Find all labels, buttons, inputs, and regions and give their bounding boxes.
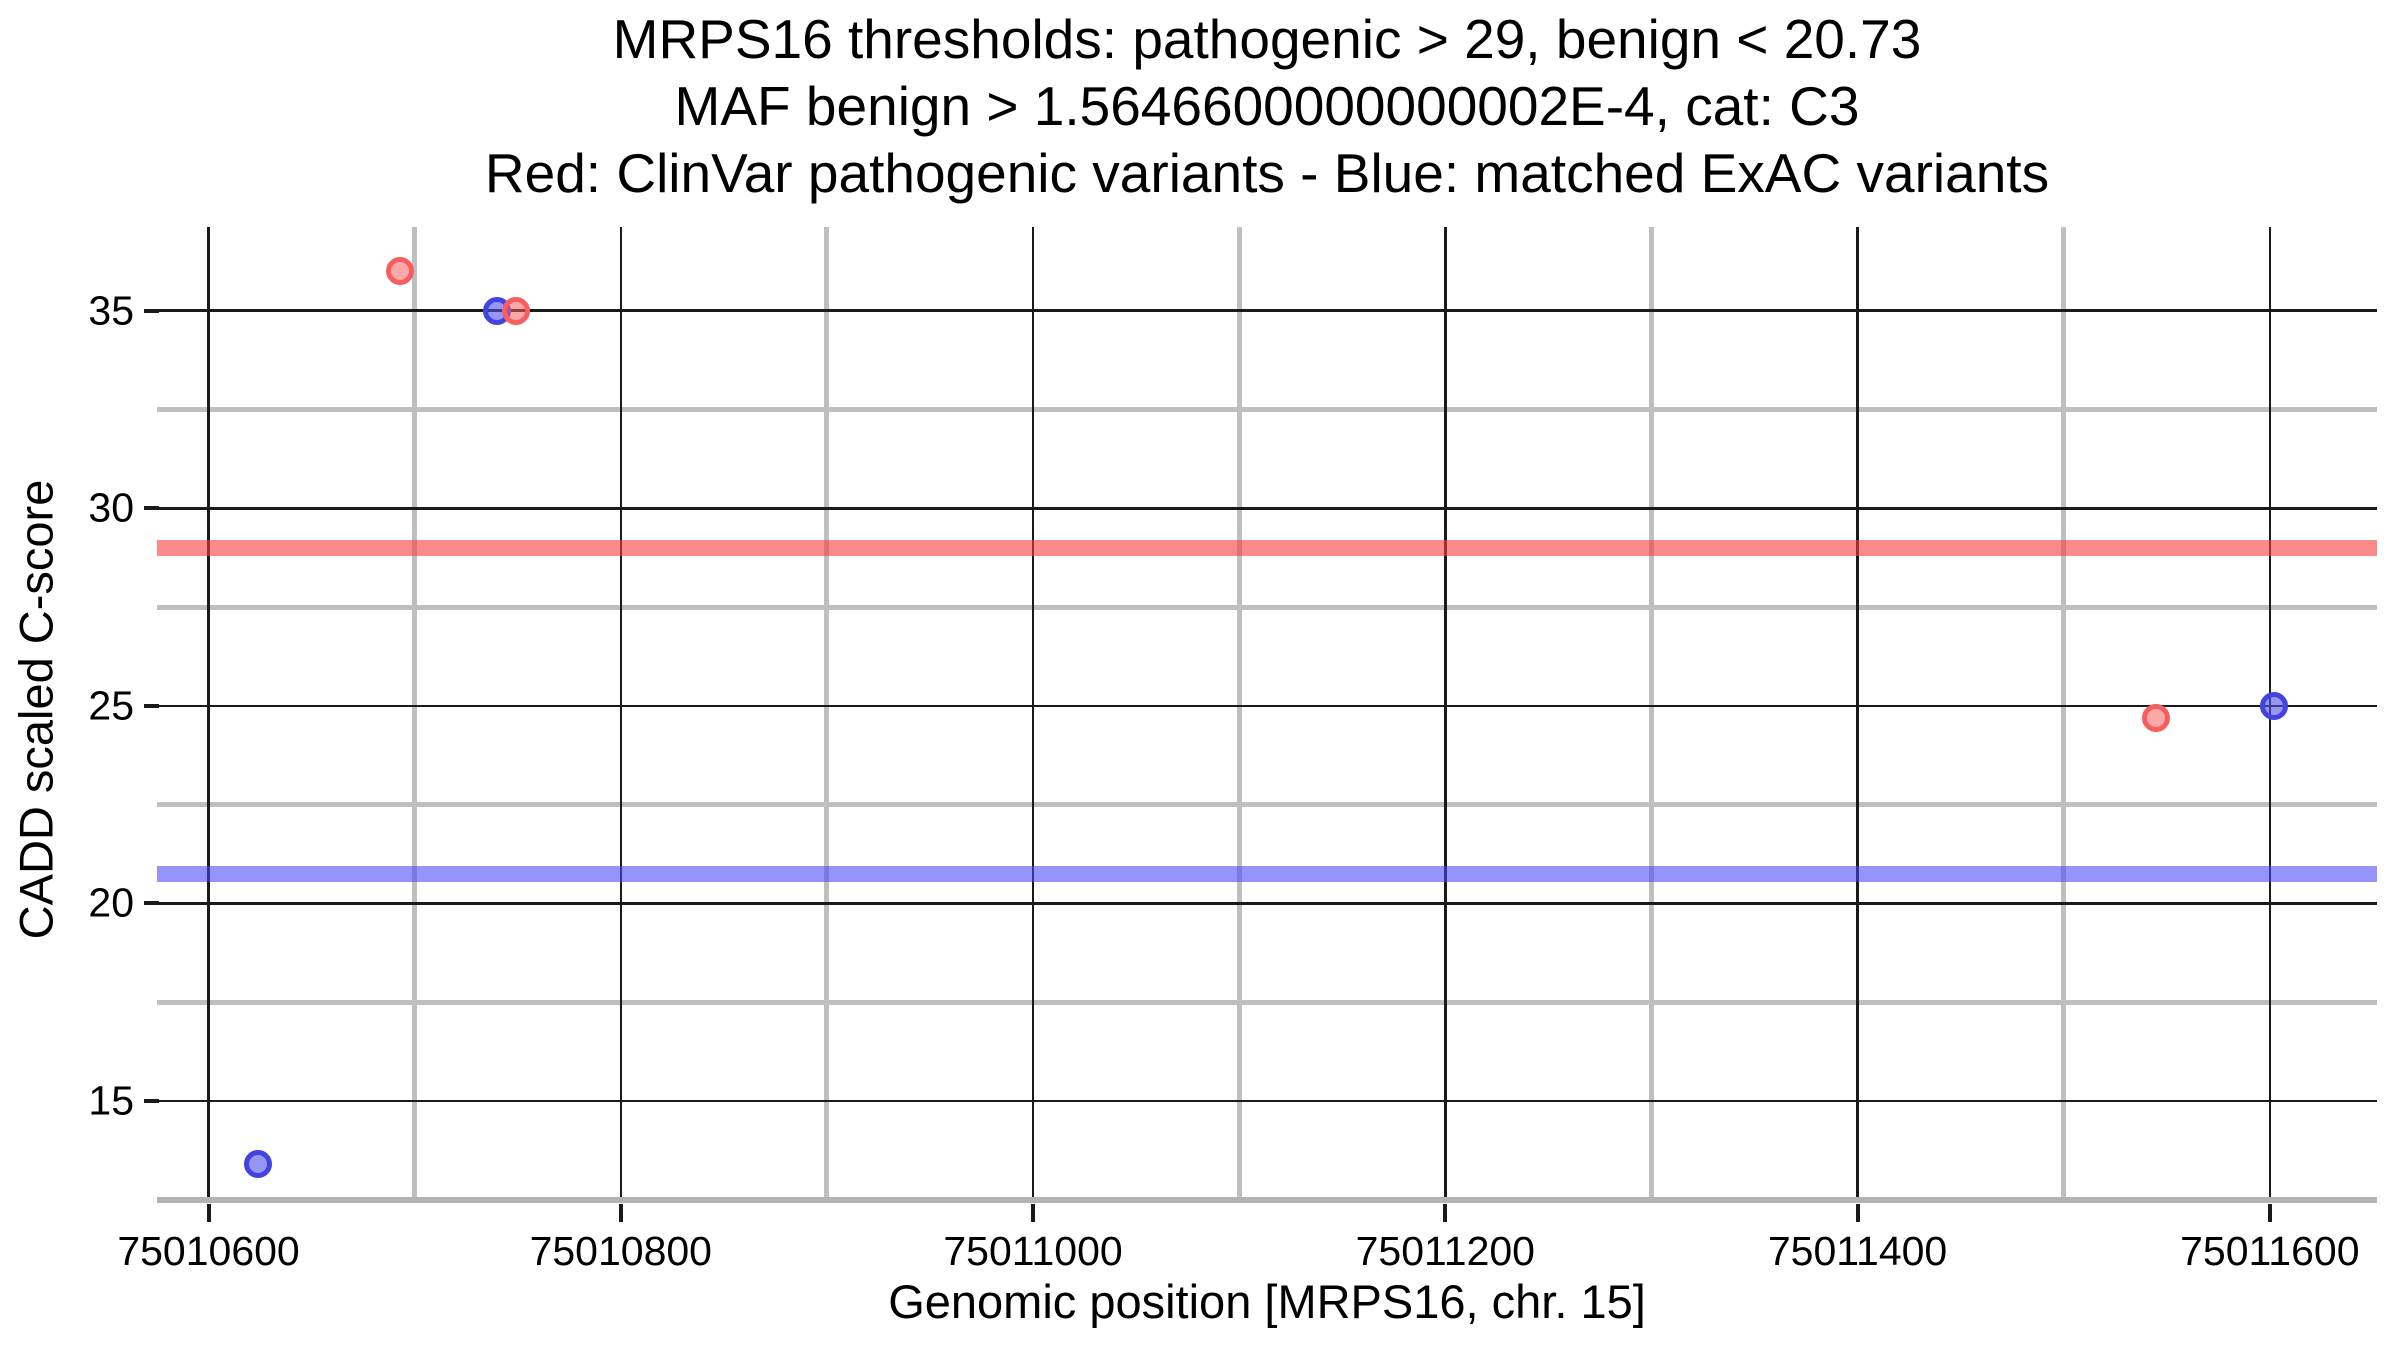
y-tick-label: 30 bbox=[88, 484, 134, 531]
chart-title: MRPS16 thresholds: pathogenic > 29, beni… bbox=[157, 6, 2377, 207]
data-point-red bbox=[501, 296, 530, 325]
x-axis-line bbox=[157, 1197, 2377, 1203]
y-gridline-major bbox=[157, 1099, 2377, 1103]
y-gridline-minor bbox=[157, 999, 2377, 1005]
y-tick-mark bbox=[144, 1098, 159, 1103]
x-gridline-major bbox=[207, 227, 210, 1200]
x-tick-mark bbox=[206, 1204, 211, 1222]
x-tick-mark bbox=[618, 1204, 623, 1222]
y-tick-mark bbox=[144, 308, 159, 313]
x-tick-mark bbox=[1443, 1204, 1448, 1222]
x-gridline-major bbox=[1031, 227, 1035, 1200]
title-line-thresholds: MRPS16 thresholds: pathogenic > 29, beni… bbox=[612, 8, 1922, 70]
x-tick-label: 75010800 bbox=[529, 1228, 712, 1274]
x-tick-mark bbox=[1855, 1204, 1860, 1222]
benign-threshold-band bbox=[157, 866, 2377, 883]
x-tick-label: 75010600 bbox=[117, 1228, 300, 1274]
y-tick-label: 15 bbox=[88, 1077, 134, 1124]
y-gridline-minor bbox=[157, 604, 2377, 610]
x-tick-label: 75011400 bbox=[1767, 1228, 1948, 1274]
y-tick-mark bbox=[144, 506, 159, 511]
y-tick-label: 20 bbox=[88, 879, 134, 926]
x-gridline-minor bbox=[824, 227, 830, 1200]
x-gridline-major bbox=[1856, 227, 1859, 1200]
data-point-blue bbox=[2259, 691, 2288, 720]
x-tick-label: 75011200 bbox=[1355, 1228, 1535, 1274]
y-gridline-major bbox=[157, 902, 2377, 905]
x-tick-label: 75011600 bbox=[2180, 1228, 2360, 1274]
x-tick-mark bbox=[1031, 1204, 1036, 1222]
data-point-blue bbox=[244, 1150, 272, 1179]
y-axis-label: CADD scaled C-score bbox=[9, 479, 63, 940]
x-tick-mark bbox=[2267, 1204, 2272, 1222]
title-line-maf: MAF benign > 1.5646600000000002E-4, cat:… bbox=[674, 75, 1860, 137]
y-tick-mark bbox=[144, 901, 159, 906]
x-gridline-minor bbox=[412, 227, 418, 1200]
y-gridline-minor bbox=[157, 802, 2377, 808]
y-gridline-minor bbox=[157, 407, 2377, 412]
y-gridline-major bbox=[157, 704, 2377, 708]
title-line-legend: Red: ClinVar pathogenic variants - Blue:… bbox=[484, 142, 2050, 204]
x-tick-label: 75011000 bbox=[943, 1228, 1123, 1274]
y-tick-mark bbox=[144, 703, 159, 708]
x-gridline-major bbox=[1444, 227, 1447, 1200]
y-gridline-major bbox=[157, 507, 2377, 510]
data-point-red bbox=[386, 257, 415, 286]
x-gridline-minor bbox=[2061, 227, 2067, 1200]
pathogenic-threshold-band bbox=[157, 539, 2377, 556]
x-gridline-major bbox=[619, 227, 623, 1200]
x-gridline-minor bbox=[1236, 227, 1242, 1200]
y-tick-label: 25 bbox=[88, 682, 134, 729]
x-axis-label: Genomic position [MRPS16, chr. 15] bbox=[888, 1275, 1646, 1328]
x-gridline-minor bbox=[1648, 227, 1654, 1200]
data-point-red bbox=[2142, 703, 2171, 732]
y-gridline-major bbox=[157, 309, 2377, 312]
y-tick-label: 35 bbox=[88, 287, 134, 334]
